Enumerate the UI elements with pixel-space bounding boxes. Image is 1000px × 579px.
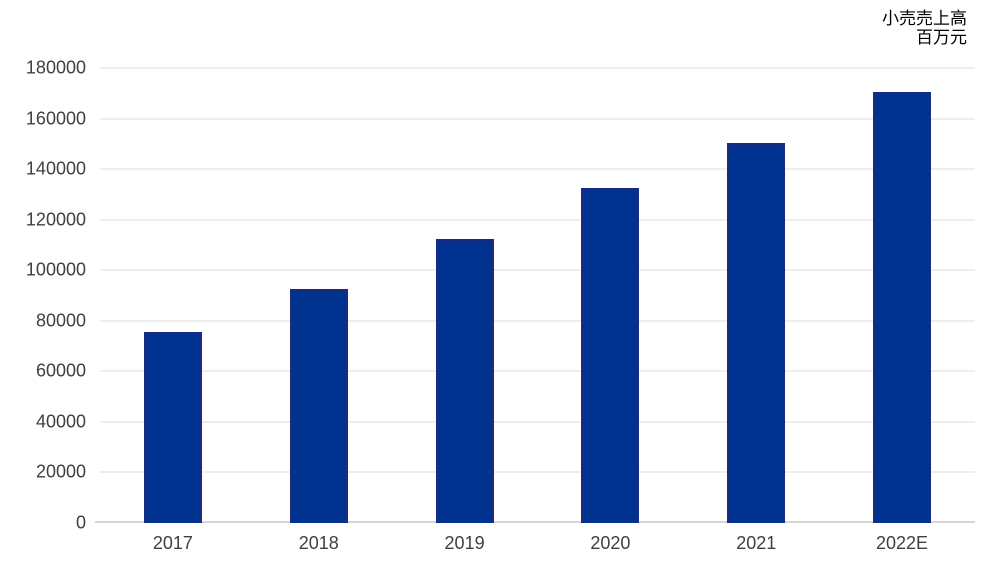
- y-tick-label: 40000: [35, 411, 86, 432]
- bar-2020: [581, 188, 640, 523]
- bar-slot-2022E: [829, 68, 975, 523]
- chart-title-text: 小売売上高: [882, 9, 967, 28]
- y-tick-label: 160000: [25, 108, 86, 129]
- bar-2022E: [873, 92, 932, 523]
- bar-2017: [143, 332, 202, 523]
- y-tick-label: 100000: [25, 259, 86, 280]
- gridline: [100, 118, 975, 120]
- chart-unit-label: 百万元: [916, 28, 967, 47]
- y-tick-label: 180000: [25, 57, 86, 78]
- bar-slot-2021: [683, 68, 829, 523]
- bar-slot-2020: [537, 68, 683, 523]
- gridline: [100, 269, 975, 271]
- plot-area: [95, 67, 975, 523]
- x-tick-label-2022E: 2022E: [876, 533, 929, 553]
- bar-series: [100, 68, 975, 523]
- bar-2018: [289, 289, 348, 523]
- x-tick-label-2019: 2019: [444, 533, 485, 553]
- x-tick-label-2020: 2020: [590, 533, 631, 553]
- gridline: [100, 67, 975, 69]
- y-tick-label: 140000: [25, 158, 86, 179]
- gridline: [100, 421, 975, 423]
- gridline: [100, 168, 975, 170]
- chart-title: 小売売上高 百万元: [882, 9, 967, 47]
- y-tick-label: 0: [75, 512, 86, 533]
- x-tick-label-2017: 2017: [152, 533, 193, 553]
- gridline: [100, 320, 975, 322]
- gridline: [100, 471, 975, 473]
- x-tick-label-2021: 2021: [736, 533, 777, 553]
- x-axis-line: [95, 521, 975, 523]
- gridline: [100, 370, 975, 372]
- bar-2019: [435, 238, 494, 523]
- y-tick-label: 80000: [35, 310, 86, 331]
- y-tick-label: 120000: [25, 209, 86, 230]
- bar-slot-2018: [246, 68, 392, 523]
- bar-slot-2017: [100, 68, 246, 523]
- gridline: [100, 219, 975, 221]
- bar-2021: [727, 142, 786, 523]
- bar-slot-2019: [392, 68, 538, 523]
- x-axis: 2017 2018 2019 2020 2021 2022E: [100, 533, 975, 554]
- y-axis: 0 20000 40000 60000 80000 100000 120000 140000 1…: [0, 58, 86, 533]
- y-tick-label: 60000: [35, 360, 86, 381]
- y-tick-label: 20000: [35, 461, 86, 482]
- x-tick-label-2018: 2018: [298, 533, 339, 553]
